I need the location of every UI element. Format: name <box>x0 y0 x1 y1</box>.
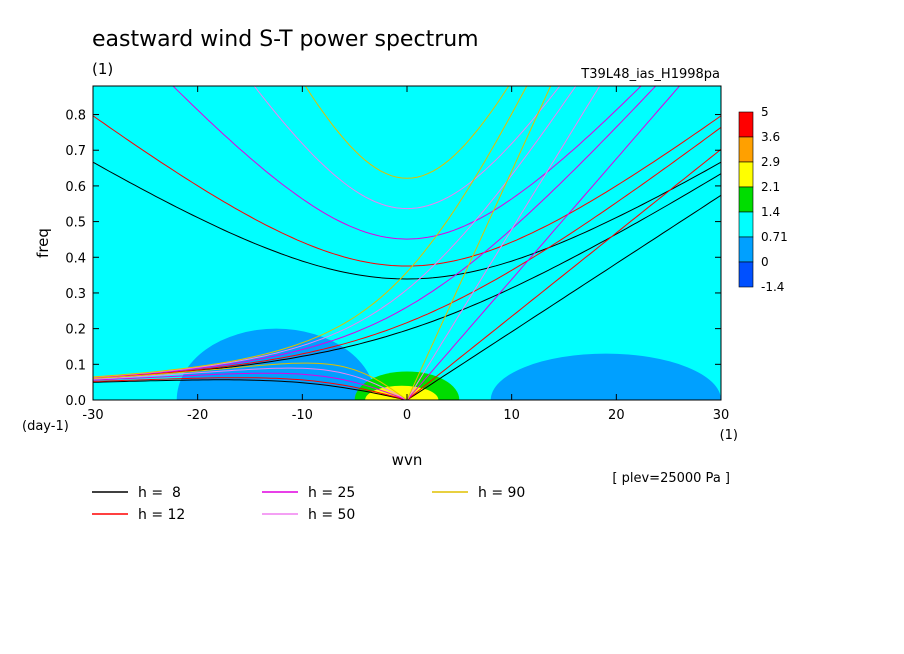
colorbar: 5 3.6 2.9 2.1 1.4 0.71 0 -1.4 <box>738 105 788 294</box>
colorbar-level-label: 0 <box>761 255 769 269</box>
curve-h25-ig <box>172 86 642 240</box>
curve-h25-kelvin <box>406 86 681 400</box>
colorbar-swatch <box>738 136 754 163</box>
curve-h90-kelvin <box>406 86 552 400</box>
plev-annotation: [ plev=25000 Pa ] <box>612 471 730 486</box>
curve-h90-rossby <box>93 362 408 400</box>
colorbar-level-label: 5 <box>761 105 769 119</box>
y-tick-label: 0.5 <box>65 216 86 231</box>
y-unit-label: (day-1) <box>22 419 69 434</box>
y-tick-label: 0.3 <box>65 287 86 302</box>
y-tick-label: 0.8 <box>65 109 86 124</box>
colorbar-level-label: 2.9 <box>761 155 780 169</box>
x-tick-label: 20 <box>608 408 625 423</box>
x-tick-label: 0 <box>403 408 411 423</box>
x-unit-label: (1) <box>720 428 738 443</box>
curve-h12-kelvin <box>406 148 721 400</box>
plot-background <box>93 86 721 400</box>
colorbar-level-label: 1.4 <box>761 205 780 219</box>
y-tick-label: 0.6 <box>65 180 86 195</box>
y-tick-label: 0.7 <box>65 144 86 159</box>
curve-h50-rossby <box>93 367 408 400</box>
curve-h12-rossby <box>93 377 408 400</box>
colorbar-swatch <box>738 236 754 263</box>
curve-h8-rossby <box>93 379 408 400</box>
y-tick-label: 0.0 <box>65 394 86 409</box>
colorbar-level-label: 3.6 <box>761 130 780 144</box>
legend: h = 8 h = 12 h = 25 h = 50 h = 90 <box>92 485 525 523</box>
shaded-region-0 <box>490 353 721 400</box>
curve-h90-ig <box>304 86 510 179</box>
curve-h90-mrg <box>93 86 528 378</box>
x-tick-label: -20 <box>187 408 208 423</box>
colorbar-level-label: -1.4 <box>761 280 784 294</box>
curve-h25-rossby <box>93 372 408 400</box>
chart-title: eastward wind S-T power spectrum <box>92 27 479 52</box>
curve-h8-ig <box>93 161 721 280</box>
y-tick-label: 0.2 <box>65 323 86 338</box>
x-axis-label: wvn <box>392 451 423 469</box>
curve-h12-mrg <box>93 126 721 379</box>
y-tick-label: 0.4 <box>65 251 86 266</box>
colorbar-swatch <box>738 211 754 238</box>
chart-subtitle-left: (1) <box>92 60 113 78</box>
curve-h12-ig <box>93 115 721 267</box>
y-axis-label: freq <box>34 228 52 258</box>
legend-label-h25: h = 25 <box>308 485 355 501</box>
curve-h50-kelvin <box>406 86 601 400</box>
y-tick-label: 0.1 <box>65 358 86 373</box>
x-tick-label: -30 <box>82 408 103 423</box>
legend-label-h8: h = 8 <box>138 485 181 501</box>
legend-label-h12: h = 12 <box>138 507 185 523</box>
colorbar-swatch <box>738 161 754 188</box>
colorbar-swatch <box>738 111 754 138</box>
colorbar-swatch <box>738 186 754 213</box>
curve-h50-mrg <box>93 86 577 378</box>
curve-h25-mrg <box>93 86 657 378</box>
legend-label-h90: h = 90 <box>478 485 525 501</box>
curve-h50-ig <box>253 86 561 210</box>
colorbar-level-label: 0.71 <box>761 230 788 244</box>
x-tick-label: 30 <box>713 408 730 423</box>
legend-label-h50: h = 50 <box>308 507 355 523</box>
curve-h8-kelvin <box>406 194 721 400</box>
x-tick-label: 10 <box>503 408 520 423</box>
chart-subtitle-right: T39L48_ias_H1998pa <box>580 67 720 82</box>
plot-area: -30 -20 -10 0 10 20 30 0.0 0.1 0.2 0.3 0.4 0.5 0.6 0.7… <box>65 85 730 423</box>
colorbar-level-label: 2.1 <box>761 180 780 194</box>
colorbar-swatch <box>738 261 754 288</box>
x-tick-label: -10 <box>292 408 313 423</box>
